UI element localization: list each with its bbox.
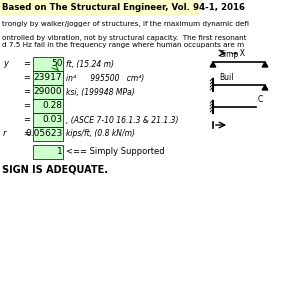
Text: <== Simply Supported: <== Simply Supported: [66, 148, 165, 157]
Text: 0.05623: 0.05623: [25, 130, 62, 139]
Text: 1: 1: [57, 148, 62, 157]
Text: =: =: [23, 116, 30, 124]
Text: 23917: 23917: [34, 74, 62, 82]
FancyBboxPatch shape: [33, 85, 63, 99]
FancyBboxPatch shape: [33, 145, 63, 159]
FancyBboxPatch shape: [0, 0, 199, 16]
Text: kips/ft, (0.8 kN/m): kips/ft, (0.8 kN/m): [66, 130, 135, 139]
Text: in⁴      995500   cm⁴): in⁴ 995500 cm⁴): [66, 74, 145, 82]
Text: Simp: Simp: [220, 50, 239, 59]
Text: d 7.5 Hz fall in the frequency range where human occupants are m: d 7.5 Hz fall in the frequency range whe…: [2, 42, 244, 48]
FancyBboxPatch shape: [33, 99, 63, 113]
FancyBboxPatch shape: [33, 57, 63, 71]
Text: ksi, (199948 MPa): ksi, (199948 MPa): [66, 88, 135, 97]
Text: Based on The Structural Engineer, Vol. 94-1, 2016: Based on The Structural Engineer, Vol. 9…: [2, 4, 245, 13]
Text: → X: → X: [231, 49, 245, 58]
FancyBboxPatch shape: [33, 71, 63, 85]
Text: 29000: 29000: [34, 88, 62, 97]
Text: =: =: [23, 101, 30, 110]
Text: y: y: [3, 59, 8, 68]
Text: =: =: [23, 88, 30, 97]
Text: Buil: Buil: [220, 73, 234, 82]
Text: 0.28: 0.28: [43, 101, 62, 110]
Text: trongly by walker/jogger of structures, if the maximum dynamic defl: trongly by walker/jogger of structures, …: [2, 21, 249, 27]
Text: ontrolled by vibration, not by structural capacity.  The first resonant: ontrolled by vibration, not by structura…: [2, 35, 246, 41]
Polygon shape: [210, 62, 216, 67]
Text: =: =: [23, 74, 30, 82]
Text: =: =: [23, 59, 30, 68]
Text: =: =: [23, 130, 30, 139]
Polygon shape: [262, 85, 268, 90]
Text: 50: 50: [51, 59, 62, 68]
FancyBboxPatch shape: [33, 113, 63, 127]
FancyBboxPatch shape: [33, 127, 63, 141]
Text: ft, (15.24 m): ft, (15.24 m): [66, 59, 114, 68]
Text: 0.03: 0.03: [42, 116, 62, 124]
Text: r: r: [3, 130, 6, 139]
Polygon shape: [262, 62, 268, 67]
Text: , (ASCE 7-10 16.1.3 & 21.1.3): , (ASCE 7-10 16.1.3 & 21.1.3): [66, 116, 179, 124]
Text: C: C: [257, 95, 263, 104]
Text: SIGN IS ADEQUATE.: SIGN IS ADEQUATE.: [2, 164, 108, 174]
